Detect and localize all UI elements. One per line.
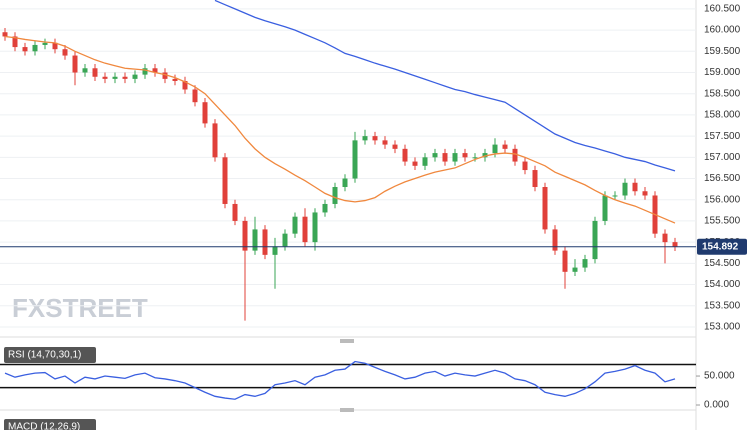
- y-tick-label: 159.000: [704, 67, 741, 78]
- y-tick-label: 156.500: [704, 173, 741, 184]
- y-tick-label: 157.500: [704, 131, 741, 142]
- candle-body: [22, 47, 28, 52]
- watermark: FXSTREET: [12, 293, 148, 323]
- candle-body: [632, 182, 638, 192]
- moving-average: [214, 0, 676, 172]
- candle-body: [232, 203, 238, 221]
- candle-body: [592, 220, 598, 260]
- candle-body: [492, 144, 498, 154]
- y-tick-label: 158.500: [704, 88, 741, 99]
- candle-body: [662, 233, 668, 243]
- candle-body: [322, 203, 328, 213]
- candle-body: [332, 187, 338, 204]
- candle-body: [132, 74, 138, 79]
- candle-body: [482, 153, 488, 158]
- candle-body: [242, 220, 248, 251]
- candle-body: [342, 178, 348, 188]
- candle-body: [602, 195, 608, 221]
- candle-body: [642, 191, 648, 196]
- candle-body: [362, 136, 368, 141]
- candle-body: [392, 144, 398, 149]
- y-tick-label: 158.000: [704, 110, 741, 121]
- candle-body: [102, 76, 108, 79]
- candle-body: [172, 78, 178, 81]
- candle-body: [162, 72, 168, 79]
- candle-body: [112, 76, 118, 79]
- candle-body: [512, 148, 518, 162]
- y-tick-label: 154.000: [704, 279, 741, 290]
- candle-body: [352, 140, 358, 179]
- candle-body: [572, 267, 578, 272]
- candle-body: [562, 250, 568, 272]
- candle-body: [32, 44, 38, 52]
- moving-average: [4, 35, 676, 224]
- y-tick-label: 153.000: [704, 322, 741, 333]
- candle-body: [442, 153, 448, 162]
- y-tick-label: 160.000: [704, 25, 741, 36]
- y-tick-label: 159.500: [704, 46, 741, 57]
- candle-body: [192, 89, 198, 103]
- candle-body: [462, 153, 468, 158]
- candle-body: [2, 32, 8, 37]
- candle-body: [82, 68, 88, 73]
- candle-body: [42, 42, 48, 45]
- candle-body: [62, 49, 68, 56]
- candle-body: [422, 157, 428, 166]
- candle-body: [402, 148, 408, 162]
- macd-title-box: [4, 419, 96, 430]
- y-tick-label: 155.500: [704, 216, 741, 227]
- candle-body: [212, 123, 218, 158]
- candle-body: [312, 212, 318, 243]
- y-tick-label: 156.000: [704, 194, 741, 205]
- candle-body: [472, 157, 478, 159]
- candle-body: [222, 157, 228, 204]
- candle-body: [622, 182, 628, 196]
- candle-body: [552, 229, 558, 251]
- candle-body: [12, 36, 18, 48]
- rsi-title-box: [4, 347, 96, 363]
- rsi-tick-label: 50.000: [704, 371, 735, 382]
- candle-body: [152, 68, 158, 73]
- candle-body: [302, 216, 308, 243]
- candle-body: [542, 187, 548, 230]
- candle-body: [272, 246, 278, 255]
- candle-body: [282, 233, 288, 247]
- y-tick-label: 154.500: [704, 258, 741, 269]
- candle-body: [202, 102, 208, 124]
- candle-body: [182, 80, 188, 90]
- candle-body: [142, 68, 148, 75]
- pane-handle: [340, 339, 354, 343]
- candle-body: [452, 153, 458, 162]
- y-tick-label: 153.500: [704, 300, 741, 311]
- candle-body: [432, 153, 438, 158]
- macd-title: MACD (12,26,9): [8, 422, 80, 430]
- candle-body: [532, 170, 538, 188]
- candle-body: [522, 161, 528, 171]
- candle-body: [372, 136, 378, 141]
- candle-body: [412, 161, 418, 166]
- candle-body: [612, 195, 618, 197]
- last-price-box: [697, 238, 747, 255]
- candle-body: [582, 259, 588, 268]
- candle-body: [672, 242, 678, 247]
- candle-body: [292, 216, 298, 234]
- candle-body: [262, 229, 268, 255]
- candle-body: [92, 68, 98, 77]
- candle-body: [52, 42, 58, 50]
- y-tick-label: 157.000: [704, 152, 741, 163]
- candle-body: [382, 140, 388, 145]
- y-tick-label: 160.500: [704, 4, 741, 15]
- candle-body: [122, 76, 128, 79]
- rsi-tick-label: 0.000: [704, 400, 729, 411]
- pane-handle: [340, 408, 354, 412]
- rsi-title: RSI (14,70,30,1): [8, 350, 81, 361]
- rsi-line: [4, 360, 676, 400]
- candle-body: [72, 55, 78, 73]
- candle-body: [502, 144, 508, 149]
- last-price-label: 154.892: [702, 241, 739, 252]
- candle-body: [252, 229, 258, 251]
